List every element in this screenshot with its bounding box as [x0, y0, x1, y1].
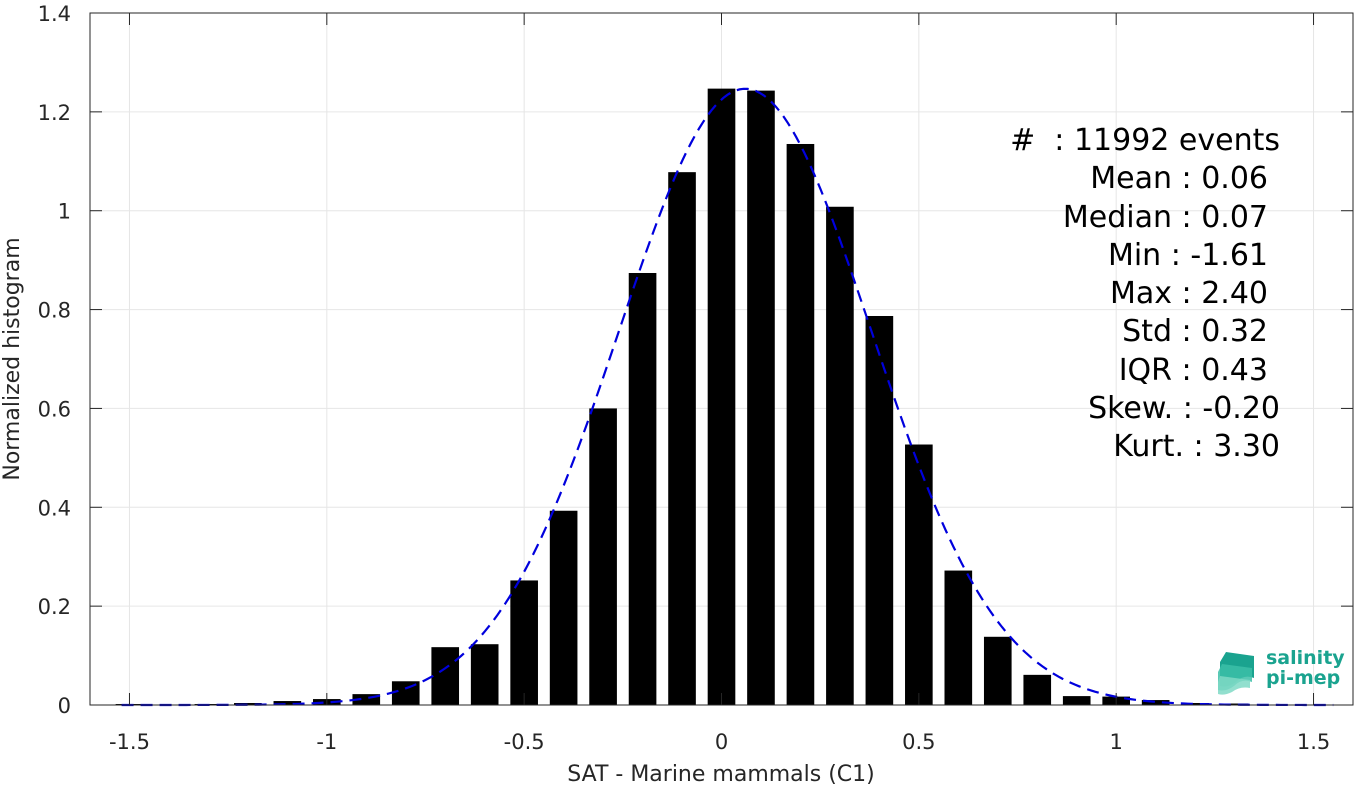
histogram-bar	[668, 172, 696, 705]
y-tick-labels: 0 0.2 0.4 0.6 0.8 1 1.2 1.4	[38, 2, 71, 718]
histogram-bar	[628, 272, 657, 705]
histogram-bar	[470, 644, 499, 705]
y-tick-label: 0.2	[38, 595, 71, 619]
histogram-bar	[865, 315, 894, 705]
histogram-bar	[707, 88, 736, 705]
x-tick-label: 0.5	[902, 730, 935, 754]
x-tick-label: 1.5	[1297, 730, 1330, 754]
histogram-bar	[1141, 700, 1170, 705]
histogram-bar	[983, 636, 1012, 705]
stat-kurt: Kurt. : 3.30	[1113, 429, 1280, 465]
y-tick-label: 1.2	[38, 101, 71, 125]
histogram-bar	[1181, 703, 1209, 705]
logo-line2: pi-mep	[1266, 667, 1341, 689]
histogram-bar	[234, 703, 262, 705]
histogram-bar	[786, 143, 815, 705]
statistics-box: # : 11992 events Mean : 0.06 Median : 0.…	[960, 122, 1280, 467]
histogram-bar	[1220, 703, 1249, 705]
histogram-bar	[273, 701, 302, 705]
x-tick-label: -1.5	[109, 730, 150, 754]
logo-text: salinity pi-mep	[1266, 648, 1345, 688]
y-tick-label: 1.4	[38, 2, 71, 26]
stat-iqr: IQR : 0.43	[1118, 352, 1268, 388]
histogram-bar	[589, 408, 617, 705]
stat-events: # : 11992 events	[1010, 123, 1280, 158]
histogram-bar	[905, 444, 933, 705]
histogram-bar	[747, 90, 775, 706]
stat-min: Min : -1.61	[1107, 237, 1268, 273]
salinity-pi-mep-logo: salinity pi-mep	[1214, 646, 1354, 696]
logo-waves-icon	[1218, 652, 1254, 695]
histogram-bar	[352, 694, 381, 705]
histogram-bar	[431, 647, 460, 705]
x-tick-label: 1	[1110, 730, 1123, 754]
y-tick-label: 0.6	[38, 397, 71, 421]
stat-median: Median : 0.07	[1062, 199, 1268, 235]
x-axis-label: SAT - Marine mammals (C1)	[567, 762, 875, 785]
x-tick-labels: -1.5 -1 -0.5 0 0.5 1 1.5	[109, 730, 1330, 754]
x-tick-label: -0.5	[504, 730, 545, 754]
y-tick-label: 0.4	[38, 496, 71, 520]
y-axis-label: Normalized histogram	[0, 237, 25, 480]
y-tick-label: 1	[58, 200, 71, 224]
histogram-bars	[115, 88, 1328, 706]
logo-line1: salinity	[1266, 647, 1345, 669]
histogram-bar	[944, 570, 973, 705]
histogram-bar	[391, 681, 420, 705]
stat-max: Max : 2.40	[1110, 276, 1268, 312]
histogram-bar	[510, 580, 538, 705]
histogram-bar	[549, 510, 578, 705]
x-tick-label: -1	[316, 730, 337, 754]
y-tick-label: 0	[58, 694, 71, 718]
histogram-bar	[826, 206, 854, 705]
gaussian-fit-curve	[121, 87, 1334, 707]
histogram-bar	[1062, 696, 1091, 705]
stat-mean: Mean : 0.06	[1090, 161, 1268, 197]
axis-ticks	[90, 12, 1353, 706]
stat-skew: Skew. : -0.20	[1088, 391, 1280, 427]
y-tick-label: 0.8	[38, 299, 71, 323]
x-tick-label: 0	[715, 730, 728, 754]
histogram-bar	[1023, 674, 1052, 705]
stat-std: Std : 0.32	[1122, 314, 1268, 350]
